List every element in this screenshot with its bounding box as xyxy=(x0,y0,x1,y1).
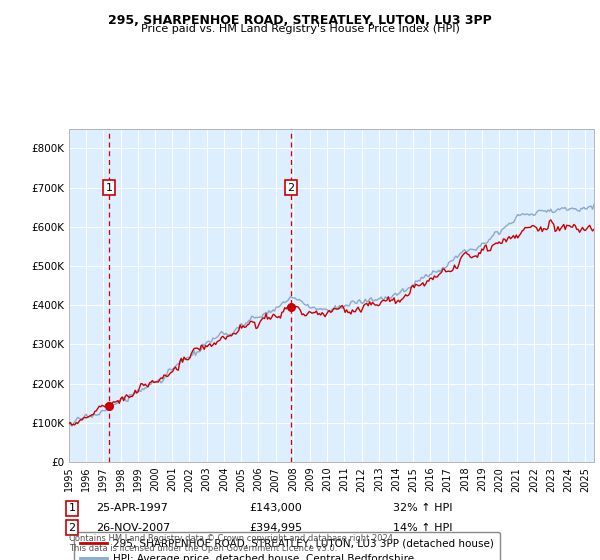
Text: 26-NOV-2007: 26-NOV-2007 xyxy=(96,522,170,533)
Text: 295, SHARPENHOE ROAD, STREATLEY, LUTON, LU3 3PP: 295, SHARPENHOE ROAD, STREATLEY, LUTON, … xyxy=(108,14,492,27)
Text: 14% ↑ HPI: 14% ↑ HPI xyxy=(393,522,452,533)
Legend: 295, SHARPENHOE ROAD, STREATLEY, LUTON, LU3 3PP (detached house), HPI: Average p: 295, SHARPENHOE ROAD, STREATLEY, LUTON, … xyxy=(74,532,500,560)
Text: 2: 2 xyxy=(287,183,295,193)
Text: 2: 2 xyxy=(68,522,76,533)
Text: 25-APR-1997: 25-APR-1997 xyxy=(96,503,168,514)
Text: £143,000: £143,000 xyxy=(249,503,302,514)
Text: 1: 1 xyxy=(68,503,76,514)
Text: Contains HM Land Registry data © Crown copyright and database right 2024.
This d: Contains HM Land Registry data © Crown c… xyxy=(69,534,395,553)
Text: Price paid vs. HM Land Registry's House Price Index (HPI): Price paid vs. HM Land Registry's House … xyxy=(140,24,460,34)
Text: £394,995: £394,995 xyxy=(249,522,302,533)
Text: 1: 1 xyxy=(106,183,112,193)
Text: 32% ↑ HPI: 32% ↑ HPI xyxy=(393,503,452,514)
